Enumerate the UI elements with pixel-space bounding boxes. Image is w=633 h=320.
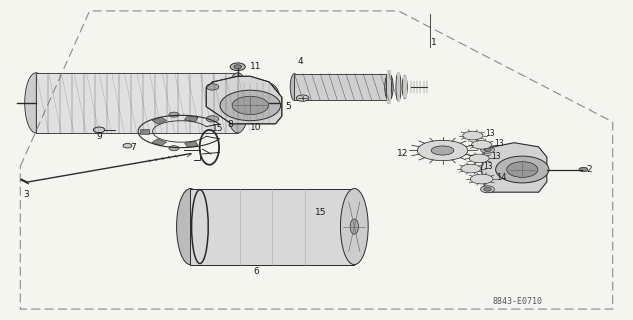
Bar [185,116,198,122]
Text: 14: 14 [496,173,506,182]
Bar [396,72,400,102]
Ellipse shape [396,72,401,102]
Bar [403,76,406,98]
Ellipse shape [470,174,493,184]
Polygon shape [481,143,547,192]
Bar [153,117,166,124]
Bar [387,70,391,104]
Text: 11: 11 [250,62,262,71]
Text: 12: 12 [397,148,408,157]
Circle shape [123,143,132,148]
Bar [36,73,238,133]
Text: 4: 4 [298,57,303,66]
Bar [153,139,166,146]
Text: 15: 15 [212,124,223,133]
Circle shape [169,112,179,117]
Circle shape [484,148,491,152]
Ellipse shape [385,74,393,100]
Circle shape [169,146,179,151]
Bar [294,74,389,100]
Ellipse shape [469,154,489,163]
Ellipse shape [496,156,549,183]
Text: 7: 7 [130,143,136,152]
Text: 1: 1 [431,38,437,47]
Ellipse shape [341,188,368,265]
Ellipse shape [402,76,407,98]
Ellipse shape [431,146,454,155]
Circle shape [579,167,588,172]
Circle shape [296,95,309,101]
Text: 6: 6 [253,267,260,276]
Ellipse shape [220,90,280,121]
Circle shape [206,84,219,90]
Circle shape [206,116,219,122]
Circle shape [94,127,104,133]
Text: 15: 15 [315,208,327,217]
Bar [238,83,269,123]
Text: 8843-E0710: 8843-E0710 [493,297,543,306]
Bar [191,188,354,265]
Ellipse shape [480,186,494,193]
Text: 2: 2 [586,165,592,174]
Ellipse shape [290,74,299,100]
Ellipse shape [472,140,492,149]
Text: 13: 13 [494,139,504,148]
Text: 10: 10 [250,123,262,132]
Bar [141,129,149,134]
Ellipse shape [232,96,268,115]
Text: 13: 13 [484,163,493,172]
Text: 5: 5 [285,101,291,111]
Text: 3: 3 [23,190,29,199]
Ellipse shape [417,140,468,161]
Ellipse shape [387,70,391,104]
Text: 13: 13 [492,152,501,161]
Ellipse shape [506,162,538,177]
Circle shape [230,63,245,70]
Polygon shape [206,76,282,124]
Text: 8: 8 [227,120,233,130]
Text: 9: 9 [96,132,102,141]
Ellipse shape [227,73,249,133]
Ellipse shape [461,164,481,173]
Ellipse shape [177,188,204,265]
Bar [185,141,198,147]
Ellipse shape [463,131,483,140]
Ellipse shape [25,73,47,133]
Circle shape [484,188,491,191]
Ellipse shape [480,146,494,153]
Ellipse shape [350,219,358,234]
Circle shape [234,65,242,69]
Text: 13: 13 [486,130,495,139]
Ellipse shape [258,83,280,123]
